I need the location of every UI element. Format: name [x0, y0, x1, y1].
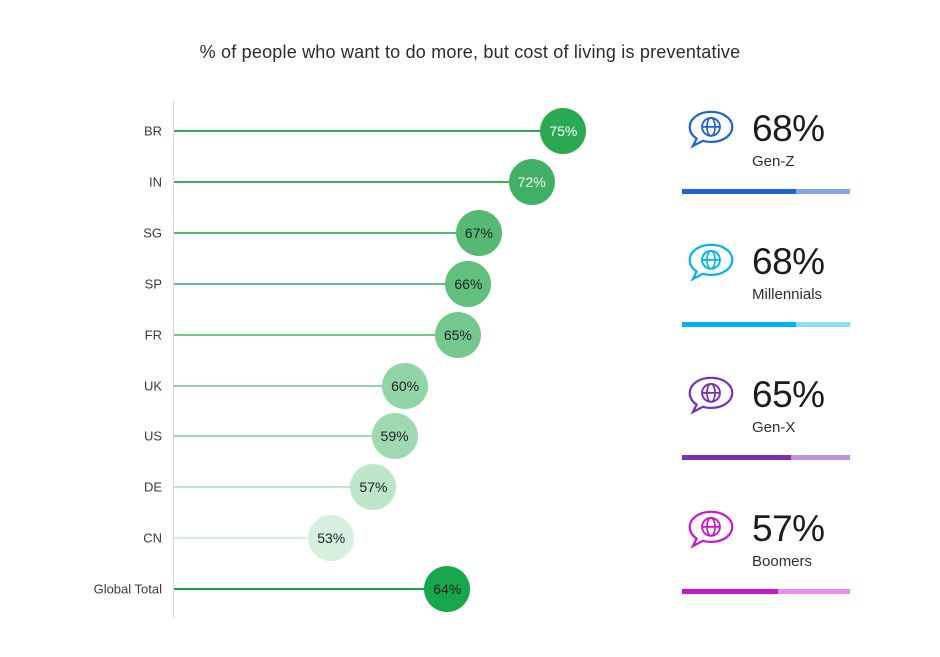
lollipop-stem	[174, 130, 565, 132]
stat-progress-fill	[682, 322, 797, 327]
lollipop-chart: BR 75% IN 72% SG 67% SP 66% FR 65% UK 60% US 59% DE 57%…	[0, 100, 630, 618]
stat-text: 57% Boomers	[752, 508, 825, 570]
value-bubble: 72%	[508, 158, 555, 205]
lollipop-stem	[174, 180, 533, 183]
globe-speech-bubble-icon	[684, 241, 738, 285]
stat-block-gen-z: 68% Gen-Z	[682, 106, 850, 194]
value-bubble: 53%	[308, 515, 355, 562]
lollipop-stem	[174, 282, 470, 285]
value-bubble: 75%	[540, 108, 587, 154]
stat-value: 68%	[752, 241, 825, 282]
value-bubble: 65%	[434, 311, 481, 358]
lollipop-row: CN 53%	[0, 515, 630, 562]
stat-value: 65%	[752, 374, 825, 415]
y-axis-line	[173, 100, 174, 618]
lollipop-row: SP 66%	[0, 260, 630, 307]
stat-text: 68% Millennials	[752, 241, 825, 303]
stat-label: Boomers	[752, 552, 813, 570]
stat-text: 68% Gen-Z	[752, 108, 825, 170]
lollipop-row: UK 60%	[0, 362, 630, 409]
stat-label: Gen-Z	[752, 152, 795, 170]
stat-progress-bar	[682, 322, 850, 327]
stat-progress-fill	[682, 589, 778, 594]
category-label: FR	[144, 327, 162, 343]
stat-row: 68% Gen-Z	[682, 106, 850, 170]
lollipop-row: US 59%	[0, 413, 630, 460]
globe-speech-bubble-icon	[684, 108, 738, 152]
lollipop-stem	[174, 486, 375, 489]
value-bubble: 67%	[455, 209, 502, 256]
category-label: SG	[143, 225, 162, 241]
category-label: SP	[144, 276, 162, 292]
globe-speech-bubble-icon	[684, 374, 738, 418]
lollipop-stem	[174, 333, 459, 336]
stat-block-boomers: 57% Boomers	[682, 506, 850, 594]
category-label: DE	[143, 479, 162, 495]
category-label: IN	[149, 174, 162, 190]
stat-value: 57%	[752, 508, 825, 549]
category-label: BR	[143, 123, 162, 139]
stat-progress-fill	[682, 189, 797, 194]
stat-progress-fill	[682, 455, 792, 460]
stat-text: 65% Gen-X	[752, 374, 825, 436]
stat-progress-bar	[682, 455, 850, 460]
category-label: CN	[143, 530, 162, 546]
stat-progress-bar	[682, 589, 850, 594]
stat-block-gen-x: 65% Gen-X	[682, 372, 850, 460]
category-label: UK	[143, 378, 162, 393]
category-label: US	[143, 428, 162, 444]
lollipop-stem	[174, 537, 333, 540]
stat-value: 68%	[752, 108, 825, 149]
stat-progress-bar	[682, 189, 850, 194]
stat-label: Gen-X	[752, 418, 796, 436]
category-label: Global Total	[93, 581, 162, 597]
lollipop-row: BR 75%	[0, 108, 630, 154]
value-bubble: 60%	[382, 362, 429, 409]
lollipop-row: DE 57%	[0, 464, 630, 511]
lollipop-row: SG 67%	[0, 209, 630, 256]
lollipop-stem	[174, 588, 449, 591]
stat-label: Millennials	[752, 285, 823, 303]
value-bubble: 64%	[424, 566, 471, 613]
lollipop-stem	[174, 384, 407, 387]
lollipop-row: IN 72%	[0, 158, 630, 205]
globe-speech-bubble-icon	[684, 508, 738, 552]
value-bubble: 66%	[445, 260, 492, 307]
stat-row: 57% Boomers	[682, 506, 850, 570]
stat-block-millennials: 68% Millennials	[682, 239, 850, 327]
lollipop-stem	[174, 231, 480, 234]
lollipop-stem	[174, 435, 396, 438]
lollipop-row: Global Total 64%	[0, 566, 630, 613]
value-bubble: 59%	[371, 413, 418, 460]
value-bubble: 57%	[350, 464, 397, 511]
stat-row: 68% Millennials	[682, 239, 850, 303]
stat-row: 65% Gen-X	[682, 372, 850, 436]
chart-title: % of people who want to do more, but cos…	[199, 42, 741, 62]
lollipop-row: FR 65%	[0, 311, 630, 358]
